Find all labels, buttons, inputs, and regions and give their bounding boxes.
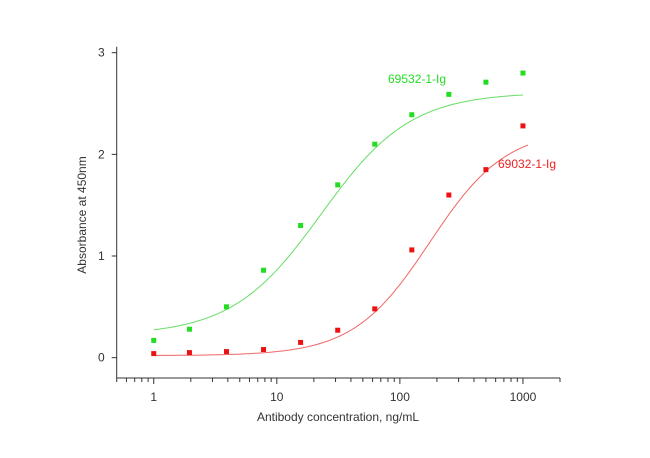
data-point — [335, 182, 341, 188]
y-tick-label: 3 — [98, 46, 105, 60]
x-axis-label: Antibody concentration, ng/mL — [257, 410, 419, 424]
x-tick-label: 10 — [270, 390, 284, 404]
data-point — [372, 306, 378, 312]
data-point — [261, 267, 267, 273]
data-point — [483, 167, 489, 173]
data-point — [335, 327, 341, 333]
series-label-69532: 69532-1-Ig — [388, 72, 446, 86]
axes: 0 1 2 3 1 10 100 1000 — [98, 46, 561, 404]
series-label-69032: 69032-1-Ig — [498, 157, 556, 171]
data-point — [409, 112, 415, 118]
data-point — [298, 339, 304, 345]
fit-curve-1 — [153, 144, 529, 356]
y-tick-label: 2 — [98, 147, 105, 161]
data-point — [151, 351, 157, 357]
fit-curves — [153, 94, 529, 356]
x-tick-label: 100 — [390, 390, 410, 404]
data-point — [298, 223, 304, 229]
data-point — [151, 337, 157, 343]
x-tick-label: 1 — [150, 390, 157, 404]
y-axis-label: Absorbance at 450nm — [75, 156, 89, 273]
data-point — [446, 91, 452, 97]
data-point — [520, 70, 526, 76]
y-tick-label: 0 — [98, 351, 105, 365]
data-point — [186, 350, 192, 356]
data-point — [261, 347, 267, 353]
data-point — [446, 192, 452, 198]
data-point — [520, 123, 526, 129]
fit-curve-0 — [153, 94, 524, 331]
data-points — [151, 70, 526, 357]
y-tick-label: 1 — [98, 249, 105, 263]
data-point — [223, 349, 229, 355]
x-tick-label: 1000 — [510, 390, 537, 404]
data-point — [409, 247, 415, 253]
data-point — [186, 326, 192, 332]
data-point — [483, 79, 489, 85]
data-point — [372, 141, 378, 147]
data-point — [223, 304, 229, 310]
